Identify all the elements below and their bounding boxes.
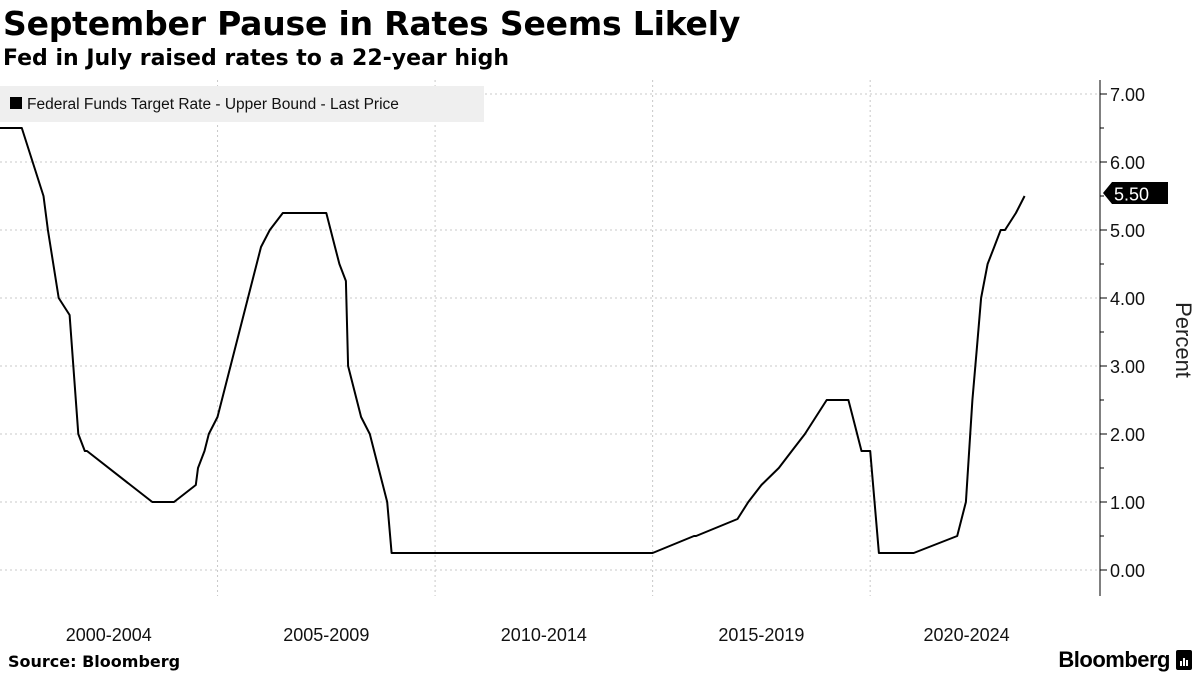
chart-title: September Pause in Rates Seems Likely [3,4,741,43]
y-axis: 7.00 6.00 5.00 4.00 3.00 2.00 1.00 0.00 [1099,80,1145,596]
y-tick-label: 5.00 [1110,221,1145,241]
y-tick-label: 0.00 [1110,561,1145,581]
bloomberg-terminal-icon [1176,650,1192,670]
series-layer [0,127,1026,554]
y-axis-title: Percent [1171,302,1196,378]
y-tick-label: 7.00 [1110,85,1145,105]
legend-label: Federal Funds Target Rate - Upper Bound … [27,96,399,113]
x-axis: 2000-2004 2005-2009 2010-2014 2015-2019 2020… [66,625,1010,645]
chart-subtitle: Fed in July raised rates to a 22-year hi… [3,46,510,71]
y-tick-label: 3.00 [1110,357,1145,377]
last-value-marker [1103,182,1168,204]
x-tick-label: 2015-2019 [718,625,804,645]
grid-lines [0,80,1100,596]
y-tick-label: 1.00 [1110,493,1145,513]
x-tick-label: 2000-2004 [66,625,152,645]
source-note: Source: Bloomberg [8,652,181,671]
legend: Federal Funds Target Rate - Upper Bound … [0,86,484,122]
y-tick-label: 4.00 [1110,289,1145,309]
y-tick-label: 2.00 [1110,425,1145,445]
x-tick-label: 2010-2014 [501,625,587,645]
series-line [0,127,1026,554]
legend-background [0,86,484,122]
x-tick-label: 2020-2024 [924,625,1010,645]
legend-swatch [10,97,22,109]
last-value-badge: 5.50 [1103,182,1168,205]
last-value-label: 5.50 [1114,185,1149,205]
x-tick-label: 2005-2009 [283,625,369,645]
brand-logo-text: Bloomberg [1058,647,1170,672]
y-tick-label: 6.00 [1110,153,1145,173]
